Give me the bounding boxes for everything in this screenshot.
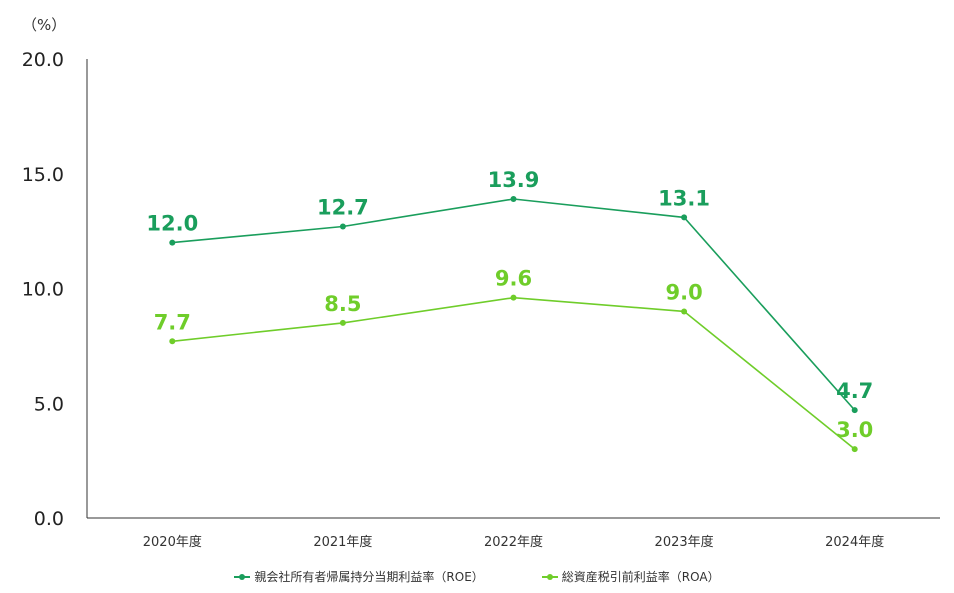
- legend-item-roa: 総資産税引前利益率（ROA）: [541, 568, 720, 585]
- legend-swatch-roe: [234, 572, 251, 582]
- data-point: [169, 338, 176, 345]
- x-tick-label: 2024年度: [825, 534, 884, 550]
- legend: 親会社所有者帰属持分当期利益率（ROE） 総資産税引前利益率（ROA）: [0, 568, 954, 585]
- data-point: [169, 239, 176, 246]
- data-point: [851, 446, 858, 453]
- y-tick-label: 10.0: [22, 279, 64, 301]
- line-chart: 0.0 5.0 10.0 15.0 20.0 2020年度 2021年度 2022年度 2023…: [22, 49, 940, 550]
- legend-label-roe: 親会社所有者帰属持分当期利益率（ROE）: [254, 570, 484, 584]
- data-point: [339, 223, 346, 230]
- y-tick-label: 5.0: [34, 393, 64, 415]
- data-label: 9.0: [665, 280, 702, 304]
- data-label: 9.6: [495, 267, 532, 291]
- data-point: [681, 308, 688, 315]
- data-point: [510, 294, 517, 301]
- legend-item-roe: 親会社所有者帰属持分当期利益率（ROE）: [234, 568, 484, 585]
- data-point: [851, 407, 858, 414]
- legend-swatch-roa: [541, 572, 558, 582]
- data-label: 7.7: [154, 310, 191, 334]
- data-label: 13.1: [658, 186, 710, 210]
- series-line-roa: [172, 296, 856, 450]
- legend-label-roa: 総資産税引前利益率（ROA）: [561, 570, 720, 584]
- y-tick-label: 15.0: [22, 164, 64, 186]
- data-label: 4.7: [836, 379, 873, 403]
- x-tick-label: 2022年度: [484, 534, 543, 550]
- data-point: [681, 214, 688, 221]
- y-tick-label: 0.0: [34, 508, 64, 530]
- data-label: 8.5: [324, 292, 361, 316]
- x-tick-label: 2020年度: [143, 534, 202, 550]
- data-label: 3.0: [836, 418, 873, 442]
- y-axis-unit-label: （%）: [22, 16, 67, 34]
- data-point: [510, 195, 517, 202]
- series-line-roe: [172, 198, 856, 411]
- data-label: 12.7: [317, 196, 369, 220]
- data-label: 13.9: [488, 168, 540, 192]
- x-tick-label: 2021年度: [313, 534, 372, 550]
- x-tick-label: 2023年度: [655, 534, 714, 550]
- y-tick-label: 20.0: [22, 49, 64, 71]
- data-label: 12.0: [146, 212, 198, 236]
- data-point: [339, 319, 346, 326]
